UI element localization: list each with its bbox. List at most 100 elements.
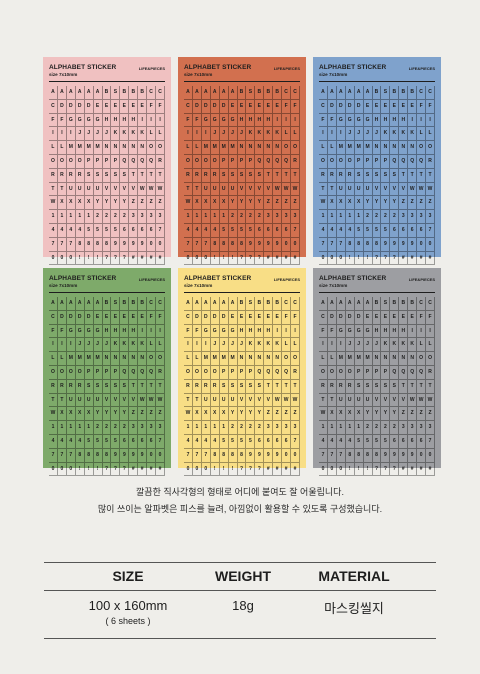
sticker-cell: 6 (147, 223, 157, 238)
sticker-cell: S (111, 379, 121, 394)
sticker-cell: N (399, 352, 409, 366)
sheet-brand: LIFE&PIECES (273, 277, 300, 282)
sticker-cell: K (120, 127, 130, 142)
sticker-cell: # (264, 462, 274, 477)
sticker-cell: B (102, 86, 112, 100)
sticker-cell: 0 (184, 462, 193, 477)
sticker-cell: M (354, 352, 364, 366)
sticker-cell: T (273, 379, 283, 394)
sticker-cell: Q (417, 365, 427, 380)
spec-material-label: MATERIAL (318, 568, 390, 584)
sticker-cell: K (408, 127, 418, 142)
sticker-cell: O (417, 352, 427, 366)
sticker-cell: I (192, 127, 202, 142)
sticker-cell: U (363, 393, 373, 408)
sticker-cell: 1 (336, 210, 346, 224)
sticker-cell: G (75, 113, 85, 128)
sticker-cell: T (138, 168, 148, 183)
sticker-cell: D (75, 310, 85, 325)
sticker-cell: C (319, 310, 328, 325)
spec-divider-bottom (44, 638, 436, 639)
sticker-cell: 1 (336, 421, 346, 435)
sticker-cell: O (336, 365, 346, 380)
sticker-cell: U (345, 393, 355, 408)
sticker-cell: V (246, 393, 256, 408)
sticker-cell: Z (156, 407, 165, 422)
sticker-cell: 7 (192, 237, 202, 252)
sticker-cell: 0 (147, 448, 157, 463)
sticker-cell: E (138, 99, 148, 114)
sticker-cell: A (228, 297, 238, 311)
sticker-cell: Y (255, 196, 265, 211)
sticker-cell: 0 (49, 462, 58, 477)
sticker-cell: L (319, 141, 328, 155)
sticker-cell: X (210, 407, 220, 422)
sticker-cell: 4 (201, 223, 211, 238)
sticker-cell: K (138, 127, 148, 142)
sticker-cell: B (372, 297, 382, 311)
sticker-cell: D (201, 99, 211, 114)
sticker-cell: 0 (336, 462, 346, 477)
sticker-cell: 6 (399, 434, 409, 449)
sticker-cell: 4 (66, 434, 76, 449)
sticker-cell: S (111, 86, 121, 100)
sticker-cell: M (93, 352, 103, 366)
sticker-cell: 2 (372, 421, 382, 435)
sticker-cell: 8 (75, 448, 85, 463)
sticker-cell: # (417, 462, 427, 477)
sticker-cell: A (201, 297, 211, 311)
sticker-cell: 4 (210, 434, 220, 449)
sticker-cell: F (426, 99, 435, 114)
sticker-cell: G (336, 324, 346, 339)
sticker-cell: M (345, 352, 355, 366)
sticker-cell: Q (390, 365, 400, 380)
sticker-cell: 1 (66, 210, 76, 224)
sticker-cell: V (372, 393, 382, 408)
sticker-cell: A (75, 86, 85, 100)
sticker-cell: # (291, 462, 300, 477)
sticker-cell: 2 (363, 421, 373, 435)
sticker-cell: B (138, 297, 148, 311)
sticker-cell: Y (102, 196, 112, 211)
sticker-cell: 8 (354, 237, 364, 252)
sticker-cell: T (426, 168, 435, 183)
sticker-cell: Z (138, 196, 148, 211)
sticker-cell: 5 (354, 434, 364, 449)
sticker-cell: S (219, 168, 229, 183)
sticker-cell: D (66, 310, 76, 325)
sticker-cell: H (102, 113, 112, 128)
sticker-cell: A (192, 297, 202, 311)
sheet-brand: LIFE&PIECES (138, 277, 165, 282)
sticker-cell: 3 (399, 210, 409, 224)
sticker-cell: N (390, 141, 400, 155)
sticker-cell: J (228, 338, 238, 353)
sticker-cell: R (192, 379, 202, 394)
sticker-cell: 5 (354, 223, 364, 238)
sticker-cell: 1 (345, 210, 355, 224)
sticker-cell: S (246, 379, 256, 394)
sticker-cell: R (336, 379, 346, 394)
sticker-cell: A (219, 86, 229, 100)
sticker-cell: Y (390, 196, 400, 211)
sticker-cell: C (156, 297, 165, 311)
sticker-cell: K (111, 338, 121, 353)
sticker-cell: 7 (156, 434, 165, 449)
sticker-cell: 3 (147, 210, 157, 224)
sticker-cell: E (399, 99, 409, 114)
sheet-title: ALPHABET STICKER (319, 64, 387, 71)
sticker-cell: V (264, 182, 274, 197)
sticker-cell: 4 (192, 223, 202, 238)
sticker-cell: Z (156, 196, 165, 211)
sticker-cell: ! (354, 251, 364, 266)
sticker-cell: 0 (282, 237, 292, 252)
sticker-cell: P (111, 154, 121, 169)
sticker-cell: T (327, 393, 337, 408)
sticker-cell: 6 (120, 223, 130, 238)
sticker-cell: Q (138, 365, 148, 380)
sticker-cell: G (66, 324, 76, 339)
sticker-cell: I (408, 324, 418, 339)
sticker-cell: L (147, 127, 157, 142)
sticker-cell: W (273, 393, 283, 408)
sticker-cell: O (201, 154, 211, 169)
sticker-cell: G (363, 324, 373, 339)
